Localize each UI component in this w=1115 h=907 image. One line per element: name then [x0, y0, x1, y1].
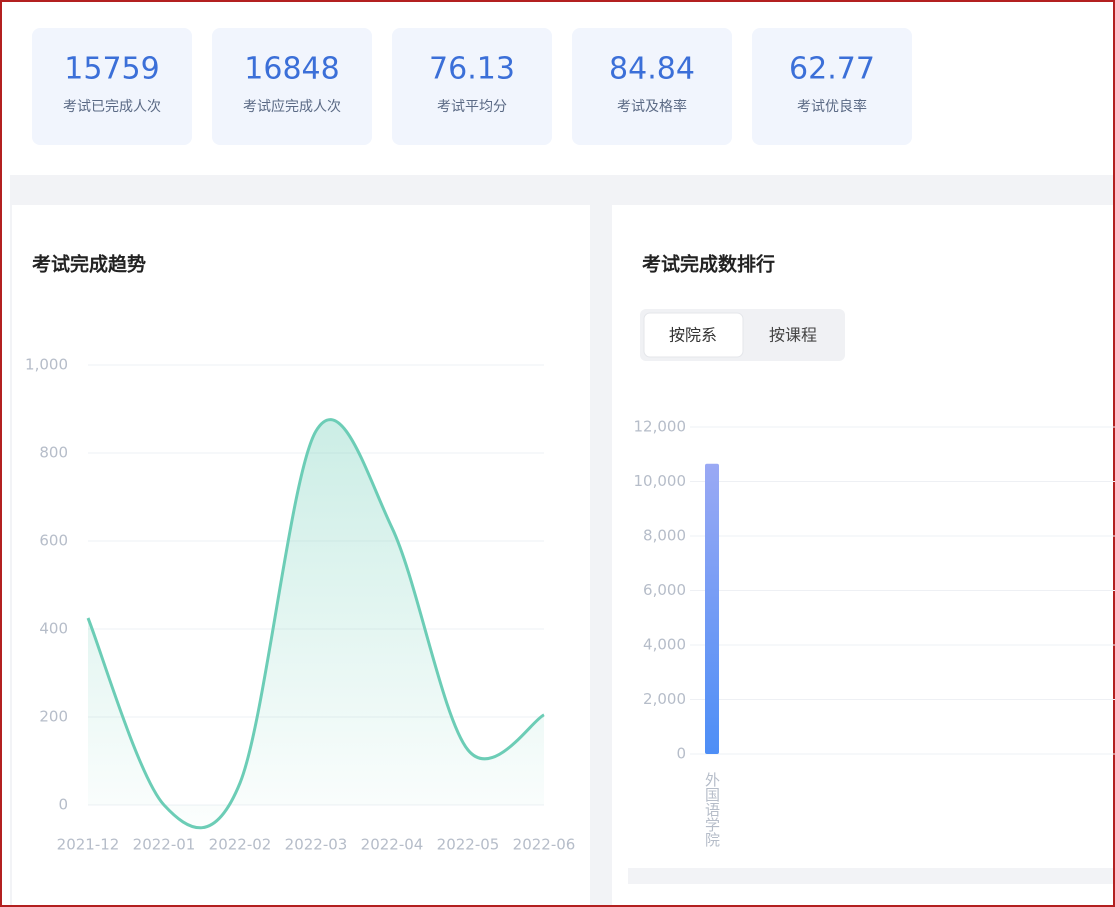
y-tick-label: 0 [676, 745, 686, 763]
stat-value: 84.84 [609, 52, 695, 87]
y-tick-label: 400 [39, 620, 68, 638]
y-tick-label: 10,000 [634, 472, 687, 490]
stat-card [572, 28, 732, 145]
stat-value: 15759 [64, 52, 159, 87]
stat-card [392, 28, 552, 145]
x-tick-label: 2022-05 [437, 836, 500, 854]
stat-label: 考试已完成人次 [63, 99, 161, 115]
x-tick-label: 2021-12 [57, 836, 120, 854]
y-tick-label: 2,000 [643, 690, 686, 708]
x-tick-label: 2022-06 [513, 836, 576, 854]
stat-card [752, 28, 912, 145]
tab-active[interactable] [643, 312, 744, 358]
stat-value: 76.13 [429, 52, 515, 87]
x-tick-label: 2022-02 [209, 836, 272, 854]
tab[interactable]: 按院系 [669, 326, 717, 345]
scrollbar [628, 868, 1115, 884]
y-tick-label: 600 [39, 532, 68, 550]
x-tick-label: 外国语学院 [703, 772, 721, 848]
y-tick-label: 8,000 [643, 527, 686, 545]
x-tick-label: 2022-04 [361, 836, 424, 854]
stat-value: 62.77 [789, 52, 875, 87]
bar [705, 463, 719, 754]
tab[interactable]: 按课程 [769, 326, 817, 345]
y-tick-label: 6,000 [643, 581, 686, 599]
stat-value: 16848 [244, 52, 339, 87]
y-tick-label: 1,000 [25, 356, 68, 374]
x-tick-label: 2022-01 [133, 836, 196, 854]
y-tick-label: 0 [58, 796, 68, 814]
y-tick-label: 12,000 [634, 418, 687, 436]
panel-title: 考试完成趋势 [32, 253, 146, 276]
stat-label: 考试及格率 [617, 98, 687, 115]
panel-title: 考试完成数排行 [642, 253, 775, 276]
y-tick-label: 4,000 [643, 636, 686, 654]
x-tick-label: 2022-03 [285, 836, 348, 854]
stat-label: 考试应完成人次 [243, 98, 341, 115]
stat-card [32, 28, 192, 145]
line [86, 418, 545, 830]
stat-label: 考试优良率 [797, 98, 867, 115]
y-tick-label: 800 [39, 444, 68, 462]
stat-card [212, 28, 372, 145]
y-tick-label: 200 [39, 708, 68, 726]
area [88, 419, 544, 828]
stat-label: 考试平均分 [437, 99, 507, 115]
